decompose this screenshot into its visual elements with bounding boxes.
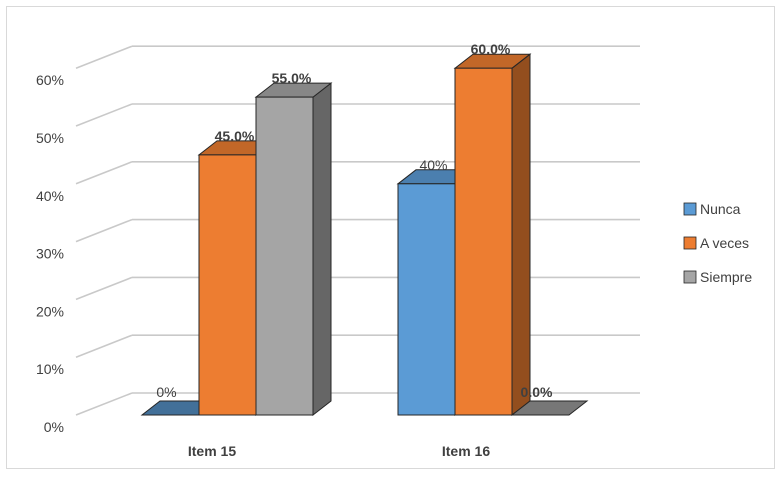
y-tick-label: 0%	[44, 419, 64, 435]
gridline-side	[75, 45, 133, 69]
y-tick-label: 20%	[36, 303, 64, 319]
gridline-side	[75, 161, 133, 185]
bar-side	[511, 53, 531, 417]
bar-front	[397, 183, 456, 416]
gridline-side	[75, 392, 133, 416]
legend-swatch	[683, 236, 697, 250]
x-category-label: Item 15	[188, 443, 236, 459]
y-tick-label: 30%	[36, 246, 64, 262]
gridline-side	[75, 276, 133, 301]
y-tick-label: 50%	[36, 130, 64, 146]
bar-front	[454, 67, 513, 416]
gridline-side	[75, 218, 133, 243]
data-label: 0.0%	[521, 384, 553, 400]
gridline-side	[75, 334, 133, 358]
bar-a-veces-item-16	[453, 53, 532, 417]
data-label: 55.0%	[272, 70, 312, 86]
x-category-label: Item 16	[442, 443, 490, 459]
bars	[140, 53, 589, 417]
x-axis-categories: Item 15 Item 16	[188, 443, 490, 459]
bar-siempre-item-15	[254, 82, 333, 417]
gridline-side	[75, 103, 133, 127]
bar-siempre-item-16	[510, 400, 589, 416]
legend-label: A veces	[700, 235, 749, 251]
y-tick-label: 10%	[36, 361, 64, 377]
bar-front	[255, 96, 314, 416]
legend-label: Siempre	[700, 269, 752, 285]
bar-side	[312, 82, 332, 417]
data-label: 40%	[419, 157, 447, 173]
chart-frame	[6, 6, 775, 469]
y-tick-label: 40%	[36, 188, 64, 204]
legend: Nunca A veces Siempre	[683, 201, 752, 285]
data-label: 60.0%	[471, 41, 511, 57]
data-label: 0%	[156, 384, 176, 400]
legend-label: Nunca	[700, 201, 741, 217]
bar-flat	[510, 400, 589, 416]
y-axis-ticks: 0% 10% 20% 30% 40% 50% 60%	[36, 72, 64, 435]
bar-front	[198, 154, 257, 416]
legend-swatch	[683, 270, 697, 284]
data-label: 45.0%	[215, 128, 255, 144]
y-tick-label: 60%	[36, 72, 64, 88]
data-labels: 0% 45.0% 55.0% 40% 60.0% 0.0%	[156, 41, 553, 400]
legend-swatch	[683, 202, 697, 216]
